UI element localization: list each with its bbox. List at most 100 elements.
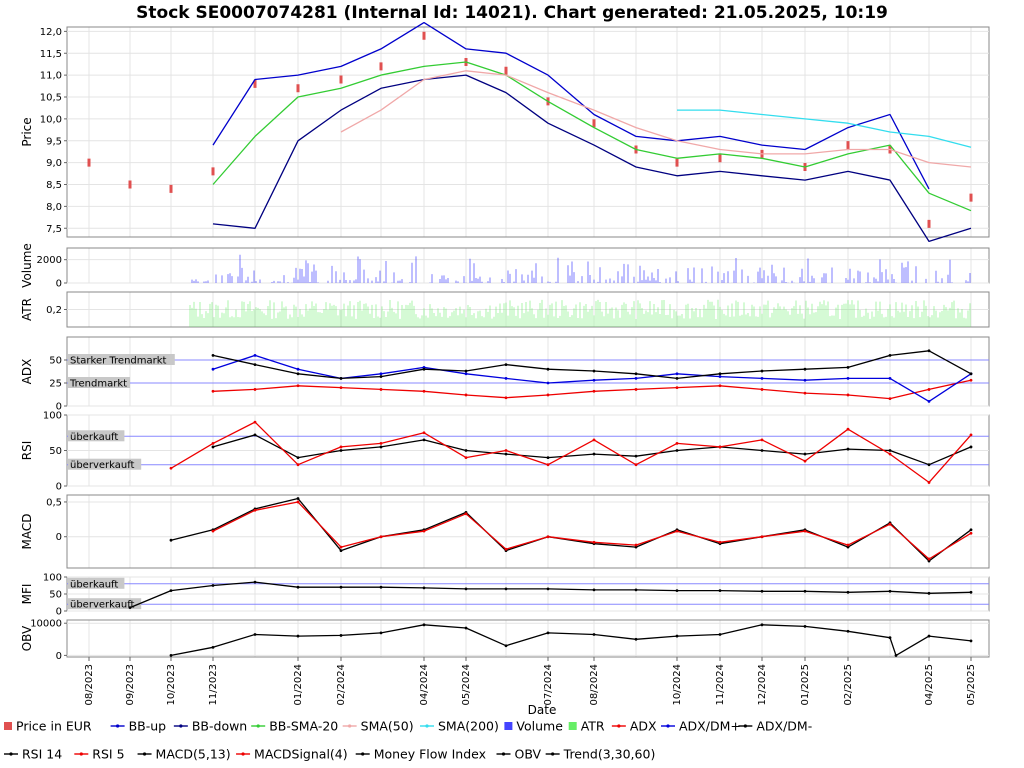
series-point: [675, 372, 679, 376]
y-tick-label: 10,0: [40, 114, 62, 125]
series-point: [888, 522, 892, 526]
series-point: [211, 367, 215, 371]
y-axis-label: MFI: [20, 584, 34, 605]
series-point: [760, 438, 764, 442]
legend-label: RSI 5: [92, 747, 124, 762]
series-point: [504, 363, 508, 366]
series-adx-dm-: [212, 350, 972, 380]
band-label-bg: [68, 354, 175, 365]
y-tick-label: 11,0: [40, 71, 62, 82]
series-point: [592, 633, 596, 636]
band-label-bg: [68, 458, 142, 470]
legend-label: RSI 14: [22, 747, 62, 762]
panel-mfi: 100 50 0 MFI überkauft überverkauft: [20, 573, 990, 618]
series-point: [846, 427, 850, 431]
panel-frame: [66, 26, 990, 238]
legend-label: MACDSignal(4): [254, 747, 348, 762]
series-point: [969, 639, 973, 643]
series-point: [634, 454, 638, 458]
y-tick-label: 0: [56, 651, 62, 662]
series-point: [969, 528, 973, 532]
legend-label: ADX: [630, 719, 657, 734]
series-point: [253, 580, 257, 584]
series-point: [634, 463, 638, 467]
series-point: [969, 590, 973, 594]
panel-atr: 0,2 ATR: [20, 291, 990, 328]
series-point: [169, 653, 173, 657]
series-point: [339, 549, 343, 553]
series-point: [296, 372, 300, 376]
legend-item: OBV: [496, 747, 542, 762]
series-point: [128, 606, 132, 609]
y-tick-label: 0: [56, 607, 62, 618]
series-point: [718, 540, 722, 544]
series-point: [803, 589, 807, 593]
series-point: [339, 386, 343, 389]
band-label-bg: [68, 377, 130, 388]
series-sma-200-: [677, 109, 972, 148]
y-tick-label: 12,0: [40, 27, 62, 38]
y-tick-label: 50: [49, 356, 62, 367]
series-point: [846, 629, 850, 633]
series-point: [760, 388, 764, 391]
legend-swatch-dot: [79, 752, 83, 756]
series-point: [803, 529, 807, 533]
series-point: [803, 625, 807, 628]
series-point: [969, 433, 973, 437]
x-axis: 08/2023 09/2023 10/2023 11/2023 01/2024 02/20…: [84, 657, 977, 706]
series-point: [927, 463, 931, 467]
series-point: [634, 545, 638, 549]
series-point: [339, 634, 343, 637]
series-bb-up: [212, 21, 930, 190]
series-point: [253, 420, 257, 424]
chart-title: Stock SE0007074281 (Internal Id: 14021).…: [136, 3, 888, 23]
series-point: [592, 438, 596, 442]
series-bb-sma-20: [212, 61, 972, 212]
y-axis-label: MACD: [20, 514, 34, 550]
series-point: [464, 372, 468, 376]
price-candle: [87, 158, 91, 167]
legend-swatch-dot: [425, 724, 429, 728]
series-point: [760, 449, 764, 452]
series-point: [296, 384, 300, 388]
legend-label: MACD(5,13): [156, 747, 231, 762]
series-point: [888, 452, 892, 456]
y-tick-label: 2000: [37, 255, 62, 266]
series-point: [927, 591, 931, 595]
series-point: [927, 388, 931, 391]
price-candle: [339, 75, 343, 84]
legend-swatch-dot: [501, 752, 506, 756]
series-point: [760, 589, 764, 593]
band-label: Trendmarkt: [69, 379, 127, 390]
y-tick-label: 8,0: [46, 202, 62, 213]
series-point: [888, 397, 892, 401]
price-candle: [675, 158, 679, 167]
series-adx-dm-: [212, 354, 972, 403]
series-point: [379, 372, 383, 376]
x-tick-label: 02/2025: [843, 664, 854, 706]
series-point: [634, 377, 638, 380]
series-point: [296, 585, 300, 589]
series-point: [803, 452, 807, 456]
legend-item: MACDSignal(4): [236, 747, 348, 762]
series-point: [422, 389, 426, 393]
series-point: [718, 372, 722, 376]
panel-price: 12,0 11,5 11,0 10,5 10,0 9,5 9,0 8,5 8,0 7,5 Price: [20, 21, 990, 243]
x-axis-label: Date: [528, 703, 557, 717]
price-candle: [718, 154, 722, 163]
legend-label: Price in EUR: [16, 719, 92, 734]
legend-swatch-dot: [256, 724, 260, 728]
series-point: [296, 456, 300, 459]
series-point: [718, 445, 722, 449]
series-point: [760, 369, 764, 373]
series-point: [504, 644, 508, 648]
series-point: [211, 529, 215, 533]
y-tick-label: 0: [56, 532, 62, 543]
series-point: [675, 442, 679, 445]
legend-label: BB-SMA-20: [269, 719, 338, 734]
y-tick-label: 0: [56, 482, 62, 493]
series-point: [546, 587, 550, 591]
band-label: Starker Trendmarkt: [70, 356, 167, 367]
x-tick-label: 12/2024: [757, 664, 768, 706]
